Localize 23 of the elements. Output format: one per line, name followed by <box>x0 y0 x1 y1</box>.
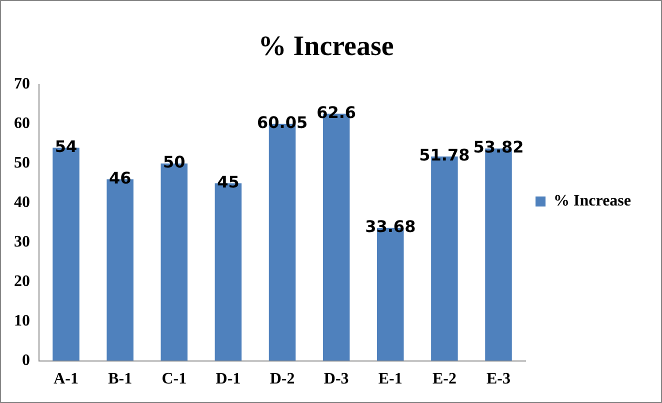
x-tick-label: D-2 <box>270 370 295 388</box>
data-label: 60.05 <box>256 113 308 132</box>
x-tick-label: D-3 <box>324 370 349 388</box>
y-tick-label: 20 <box>14 273 30 290</box>
y-tick-label: 30 <box>14 234 30 251</box>
y-tick-label: 40 <box>14 194 30 212</box>
y-tick-label: 0 <box>22 352 30 369</box>
x-tick-label: E-2 <box>432 370 456 388</box>
y-tick-label: 50 <box>14 154 30 172</box>
x-tick-label: B-1 <box>108 370 132 388</box>
data-label: 33.68 <box>365 217 416 236</box>
y-tick-label: 60 <box>14 115 30 132</box>
chart-title: % Increase <box>258 31 394 62</box>
x-tick-label: A-1 <box>54 370 78 388</box>
x-tick-label: C-1 <box>162 370 187 388</box>
x-tick-label: E-1 <box>378 370 402 388</box>
x-tick-label: E-3 <box>486 370 510 388</box>
legend-label: % Increase <box>554 192 631 210</box>
y-tick-label: 10 <box>14 312 30 330</box>
data-label: 53.82 <box>473 138 524 157</box>
data-label: 51.78 <box>419 146 470 165</box>
x-tick-label: D-1 <box>216 370 241 388</box>
y-tick-label: 70 <box>14 76 30 93</box>
